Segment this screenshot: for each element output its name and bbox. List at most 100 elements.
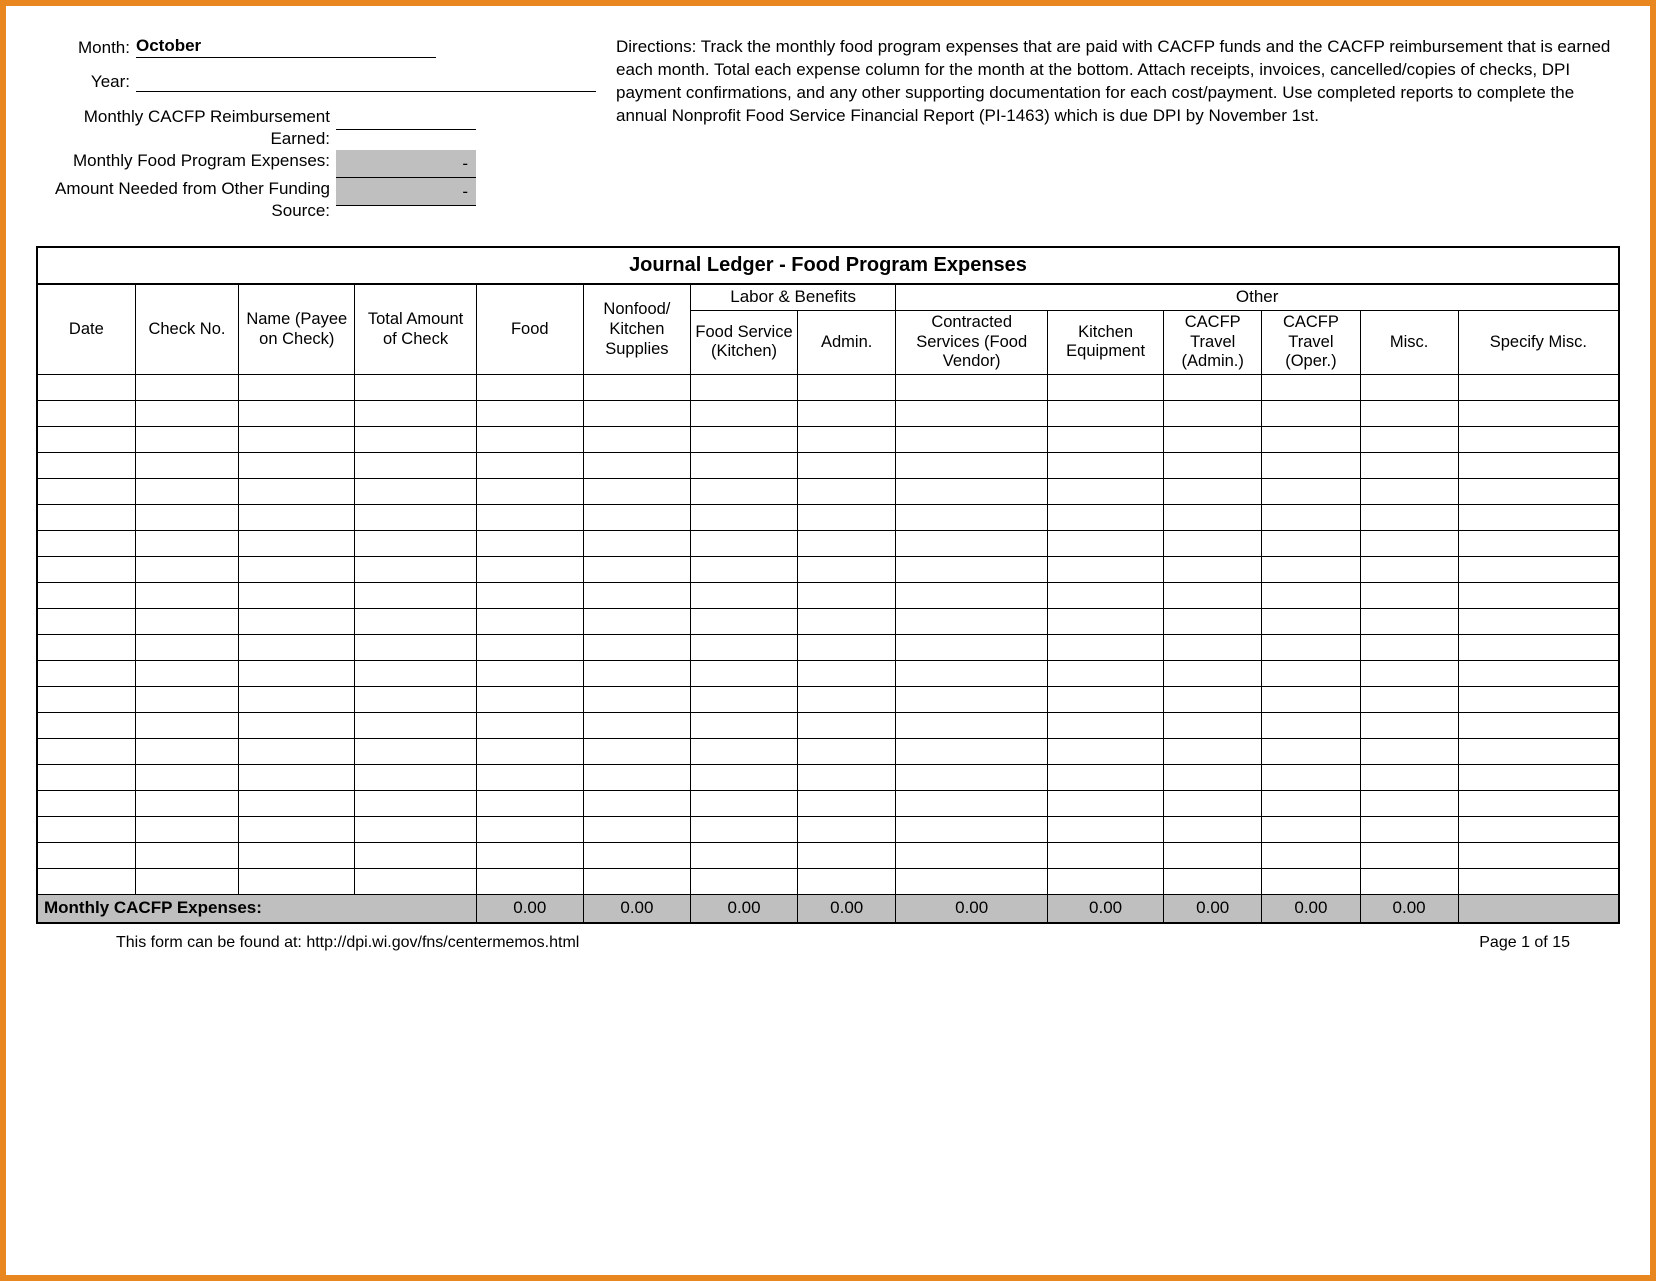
table-cell[interactable]: [239, 427, 355, 453]
table-cell[interactable]: [896, 609, 1048, 635]
table-cell[interactable]: [896, 869, 1048, 895]
table-cell[interactable]: [355, 609, 476, 635]
table-cell[interactable]: [37, 765, 135, 791]
table-cell[interactable]: [1164, 531, 1262, 557]
table-cell[interactable]: [1164, 609, 1262, 635]
table-cell[interactable]: [1164, 401, 1262, 427]
table-cell[interactable]: [1360, 505, 1458, 531]
table-cell[interactable]: [798, 427, 896, 453]
table-cell[interactable]: [896, 557, 1048, 583]
table-cell[interactable]: [135, 557, 239, 583]
table-cell[interactable]: [798, 843, 896, 869]
table-cell[interactable]: [37, 609, 135, 635]
table-cell[interactable]: [896, 479, 1048, 505]
table-cell[interactable]: [37, 531, 135, 557]
table-cell[interactable]: [135, 531, 239, 557]
table-cell[interactable]: [37, 557, 135, 583]
table-cell[interactable]: [1458, 713, 1619, 739]
table-cell[interactable]: [355, 401, 476, 427]
table-cell[interactable]: [239, 661, 355, 687]
table-cell[interactable]: [690, 765, 797, 791]
table-cell[interactable]: [583, 453, 690, 479]
table-cell[interactable]: [1164, 479, 1262, 505]
table-cell[interactable]: [690, 791, 797, 817]
table-cell[interactable]: [690, 453, 797, 479]
table-cell[interactable]: [239, 817, 355, 843]
table-cell[interactable]: [690, 687, 797, 713]
table-cell[interactable]: [583, 661, 690, 687]
table-cell[interactable]: [798, 635, 896, 661]
table-cell[interactable]: [583, 817, 690, 843]
table-cell[interactable]: [583, 557, 690, 583]
table-cell[interactable]: [37, 817, 135, 843]
table-cell[interactable]: [1458, 505, 1619, 531]
table-cell[interactable]: [239, 791, 355, 817]
table-cell[interactable]: [239, 739, 355, 765]
table-cell[interactable]: [1360, 713, 1458, 739]
table-cell[interactable]: [583, 427, 690, 453]
table-cell[interactable]: [1262, 505, 1360, 531]
table-cell[interactable]: [1360, 557, 1458, 583]
table-cell[interactable]: [1262, 791, 1360, 817]
table-cell[interactable]: [1360, 765, 1458, 791]
table-cell[interactable]: [690, 401, 797, 427]
year-value[interactable]: [136, 70, 596, 92]
table-cell[interactable]: [355, 713, 476, 739]
table-cell[interactable]: [1360, 687, 1458, 713]
table-cell[interactable]: [798, 479, 896, 505]
table-cell[interactable]: [1164, 739, 1262, 765]
table-cell[interactable]: [1164, 817, 1262, 843]
table-cell[interactable]: [690, 479, 797, 505]
table-cell[interactable]: [1360, 531, 1458, 557]
table-cell[interactable]: [1048, 505, 1164, 531]
table-cell[interactable]: [1458, 869, 1619, 895]
table-cell[interactable]: [896, 817, 1048, 843]
table-cell[interactable]: [1262, 609, 1360, 635]
table-cell[interactable]: [476, 765, 583, 791]
table-cell[interactable]: [583, 479, 690, 505]
table-cell[interactable]: [798, 375, 896, 401]
table-cell[interactable]: [37, 635, 135, 661]
table-cell[interactable]: [135, 713, 239, 739]
table-cell[interactable]: [896, 739, 1048, 765]
table-cell[interactable]: [1048, 661, 1164, 687]
table-cell[interactable]: [135, 375, 239, 401]
table-cell[interactable]: [476, 505, 583, 531]
table-cell[interactable]: [355, 869, 476, 895]
table-cell[interactable]: [1262, 869, 1360, 895]
table-cell[interactable]: [1048, 557, 1164, 583]
table-cell[interactable]: [1262, 635, 1360, 661]
table-cell[interactable]: [583, 869, 690, 895]
table-cell[interactable]: [37, 791, 135, 817]
table-cell[interactable]: [135, 479, 239, 505]
table-cell[interactable]: [1048, 765, 1164, 791]
table-cell[interactable]: [583, 739, 690, 765]
table-cell[interactable]: [1164, 791, 1262, 817]
table-cell[interactable]: [896, 687, 1048, 713]
table-cell[interactable]: [135, 401, 239, 427]
table-cell[interactable]: [1048, 635, 1164, 661]
table-cell[interactable]: [355, 765, 476, 791]
table-cell[interactable]: [476, 531, 583, 557]
table-cell[interactable]: [1262, 531, 1360, 557]
table-cell[interactable]: [1458, 635, 1619, 661]
table-cell[interactable]: [355, 817, 476, 843]
table-cell[interactable]: [355, 583, 476, 609]
table-cell[interactable]: [798, 713, 896, 739]
table-cell[interactable]: [798, 739, 896, 765]
table-cell[interactable]: [1164, 687, 1262, 713]
table-cell[interactable]: [135, 843, 239, 869]
table-cell[interactable]: [1360, 427, 1458, 453]
table-cell[interactable]: [476, 427, 583, 453]
table-cell[interactable]: [690, 375, 797, 401]
table-cell[interactable]: [135, 635, 239, 661]
table-cell[interactable]: [1164, 765, 1262, 791]
table-cell[interactable]: [239, 401, 355, 427]
table-cell[interactable]: [476, 479, 583, 505]
table-cell[interactable]: [37, 869, 135, 895]
month-value[interactable]: October: [136, 36, 436, 58]
table-cell[interactable]: [355, 791, 476, 817]
table-cell[interactable]: [476, 713, 583, 739]
table-cell[interactable]: [476, 661, 583, 687]
table-cell[interactable]: [37, 843, 135, 869]
